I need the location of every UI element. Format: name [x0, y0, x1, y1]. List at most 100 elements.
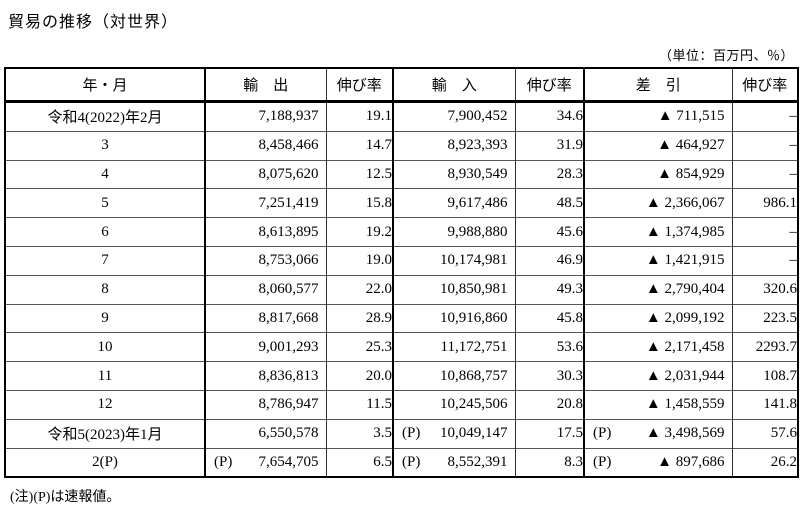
cell-balance-growth: 108.7 [731, 361, 798, 391]
cell-import-growth: 34.6 [514, 101, 584, 132]
cell-balance-growth: 986.1 [731, 188, 798, 218]
cell-export-value: 7,251,419 [258, 194, 319, 211]
cell-import-value: 8,923,393 [447, 137, 508, 154]
cell-balance: ▲ 1,374,985 [583, 217, 732, 247]
cell-balance-growth: 57.6 [731, 418, 798, 449]
cell-import-value: 10,850,981 [440, 281, 508, 298]
cell-import: 10,916,860 [392, 303, 515, 333]
cell-export-value: 7,188,937 [258, 108, 319, 125]
table-body: 令和4(2022)年2月 7,188,937 19.1 7,900,452 34.6 ▲ … [5, 101, 798, 478]
cell-import: 9,617,486 [392, 188, 515, 218]
cell-balance-value: ▲ 1,421,915 [645, 252, 725, 269]
cell-import-value: 8,552,391 [447, 453, 508, 470]
cell-import-value: 9,988,880 [447, 223, 508, 240]
cell-month: 令和5(2023)年1月 [5, 418, 205, 449]
cell-month: 7 [5, 245, 205, 276]
cell-export-value: 9,001,293 [258, 338, 319, 355]
table-row: 6 8,613,895 19.2 9,988,880 45.6 ▲ 1,374,985– [5, 217, 798, 247]
cell-balance-growth: – [731, 245, 798, 276]
cell-balance-value: ▲ 1,374,985 [645, 223, 725, 240]
cell-import-value: 10,174,981 [440, 252, 508, 269]
cell-export: 7,188,937 [204, 101, 326, 132]
cell-balance-value: ▲ 464,927 [657, 137, 725, 154]
cell-export: 6,550,578 [204, 418, 326, 449]
page-title: 貿易の推移（対世界） [8, 14, 179, 31]
cell-import-value: 8,930,549 [447, 165, 508, 182]
header-row: 年・月 輸 出 伸び率 輸 入 伸び率 差 引 伸び率 [5, 68, 798, 103]
cell-balance: ▲ 2,099,192 [583, 303, 732, 333]
cell-balance-growth: – [731, 159, 798, 189]
cell-import-growth: 53.6 [514, 332, 584, 362]
table-row: 11 8,836,813 20.0 10,868,757 30.3 ▲ 2,031,944… [5, 361, 798, 391]
cell-month: 11 [5, 361, 205, 391]
cell-balance-value: ▲ 2,171,458 [645, 338, 725, 355]
cell-month: 12 [5, 389, 205, 420]
cell-balance-value: ▲ 3,498,569 [645, 425, 725, 442]
cell-export: (P) 7,654,705 [204, 447, 326, 478]
col-header-export: 輸 出 [204, 68, 326, 103]
cell-balance-value: ▲ 2,031,944 [645, 367, 725, 384]
cell-month: 2(P) [5, 447, 205, 478]
cell-balance: ▲ 2,790,404 [583, 274, 732, 305]
cell-export-growth: 19.1 [325, 101, 393, 132]
cell-import-growth: 45.6 [514, 217, 584, 247]
cell-balance: ▲ 711,515 [583, 101, 732, 132]
cell-import-growth: 20.8 [514, 389, 584, 420]
col-header-import: 輸 入 [392, 68, 515, 103]
cell-balance-growth: 320.6 [731, 274, 798, 305]
cell-import: (P) 8,552,391 [392, 447, 515, 478]
cell-export-value: 8,060,577 [258, 281, 319, 298]
cell-balance-growth: 26.2 [731, 447, 798, 478]
cell-balance-value: ▲ 2,366,067 [645, 194, 725, 211]
cell-import-growth: 28.3 [514, 159, 584, 189]
cell-balance: ▲ 2,171,458 [583, 332, 732, 362]
cell-balance: ▲ 1,421,915 [583, 245, 732, 276]
cell-export-value: 8,817,668 [258, 309, 319, 326]
table-row: 令和5(2023)年1月 6,550,578 3.5 (P) 10,049,147 17.… [5, 418, 798, 449]
cell-import-growth: 46.9 [514, 245, 584, 276]
cell-export-growth: 20.0 [325, 361, 393, 391]
table-row: 7 8,753,066 19.0 10,174,981 46.9 ▲ 1,421,915– [5, 245, 798, 276]
cell-balance-growth: – [731, 217, 798, 247]
cell-import: 10,850,981 [392, 274, 515, 305]
unit-note: （単位：百万円、％） [658, 48, 794, 63]
cell-import: (P) 10,049,147 [392, 418, 515, 449]
cell-import-growth: 31.9 [514, 130, 584, 161]
cell-month: 3 [5, 130, 205, 161]
cell-export: 8,836,813 [204, 361, 326, 391]
cell-export-growth: 15.8 [325, 188, 393, 218]
preliminary-flag: (P) [402, 453, 421, 470]
cell-import-value: 10,916,860 [440, 309, 508, 326]
cell-export: 8,753,066 [204, 245, 326, 276]
cell-export: 8,817,668 [204, 303, 326, 333]
preliminary-flag: (P) [593, 453, 612, 470]
cell-balance: ▲ 1,458,559 [583, 389, 732, 420]
col-header-balance: 差 引 [583, 68, 732, 103]
cell-month: 5 [5, 188, 205, 218]
cell-export: 8,060,577 [204, 274, 326, 305]
cell-month: 8 [5, 274, 205, 305]
cell-export-value: 8,075,620 [258, 165, 319, 182]
cell-import: 9,988,880 [392, 217, 515, 247]
cell-import: 10,174,981 [392, 245, 515, 276]
col-header-month: 年・月 [5, 68, 205, 103]
table-header: 年・月 輸 出 伸び率 輸 入 伸び率 差 引 伸び率 [5, 68, 798, 103]
cell-export: 8,458,466 [204, 130, 326, 161]
cell-balance-growth: – [731, 101, 798, 132]
preliminary-flag: (P) [593, 425, 612, 442]
cell-month: 9 [5, 303, 205, 333]
cell-import-growth: 48.5 [514, 188, 584, 218]
cell-balance-value: ▲ 2,790,404 [645, 281, 725, 298]
cell-export-value: 8,836,813 [258, 367, 319, 384]
cell-balance-growth: – [731, 130, 798, 161]
cell-export: 9,001,293 [204, 332, 326, 362]
trade-table: 年・月 輸 出 伸び率 輸 入 伸び率 差 引 伸び率 令和4(2022)年2月… [4, 67, 799, 479]
table-row: 5 7,251,419 15.8 9,617,486 48.5 ▲ 2,366,067 98… [5, 188, 798, 218]
cell-export-value: 7,654,705 [258, 453, 319, 470]
cell-balance: ▲ 464,927 [583, 130, 732, 161]
cell-export: 8,786,947 [204, 389, 326, 420]
cell-export-value: 8,458,466 [258, 137, 319, 154]
cell-export: 8,075,620 [204, 159, 326, 189]
cell-import-growth: 30.3 [514, 361, 584, 391]
cell-balance-growth: 2293.7 [731, 332, 798, 362]
